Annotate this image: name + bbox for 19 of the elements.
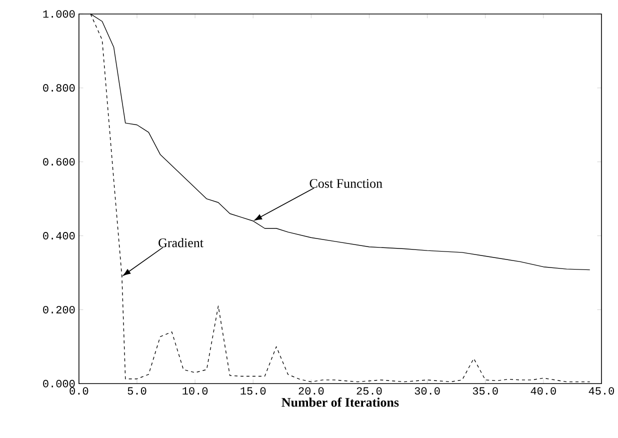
x-axis-title: Number of Iterations [282, 398, 399, 407]
x-tick-label: 40.0 [530, 387, 556, 395]
y-tick-label: 0.000 [43, 380, 75, 388]
x-tick-label: 20.0 [298, 387, 324, 395]
y-tick-label: 0.600 [43, 158, 75, 166]
y-tick-label: 1.000 [43, 10, 75, 18]
x-tick-label: 15.0 [240, 387, 266, 395]
x-tick-label: 5.0 [128, 387, 146, 395]
x-tick-label: 25.0 [356, 387, 382, 395]
x-tick-label: 0.0 [70, 387, 88, 395]
y-tick-label: 0.400 [43, 232, 75, 240]
x-tick-label: 45.0 [588, 387, 614, 395]
x-tick-label: 10.0 [182, 387, 208, 395]
y-tick-label: 0.800 [43, 84, 75, 92]
annotation: Cost Function [310, 179, 382, 188]
x-tick-label: 35.0 [472, 387, 498, 395]
annotation: Gradient [158, 238, 204, 248]
y-tick-label: 0.200 [43, 306, 75, 314]
x-tick-label: 30.0 [414, 387, 440, 395]
